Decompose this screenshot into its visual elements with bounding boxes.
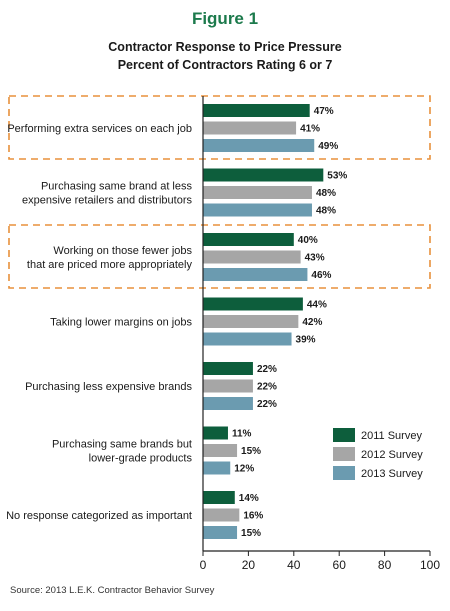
x-tick-label: 60: [333, 558, 347, 572]
chart-title: Contractor Response to Price Pressure: [108, 40, 342, 54]
bar: [203, 362, 253, 375]
bar-value-label: 53%: [327, 171, 347, 182]
bar: [203, 121, 297, 135]
bar: [203, 444, 238, 457]
bar-value-label: 39%: [296, 335, 316, 346]
bar-value-label: 22%: [257, 399, 277, 410]
chart-subtitle: Percent of Contractors Rating 6 or 7: [117, 58, 333, 72]
bar-value-label: 15%: [241, 446, 261, 457]
x-tick-label: 100: [420, 558, 440, 572]
bar: [203, 526, 238, 539]
bar: [203, 104, 310, 117]
category-label: Performing extra services on each job: [7, 123, 192, 135]
bar: [203, 297, 303, 311]
category-label: that are priced more appropriately: [27, 259, 193, 271]
bar-value-label: 22%: [257, 364, 277, 375]
category-label: No response categorized as important: [6, 510, 192, 522]
bar: [203, 250, 301, 264]
category-label: Taking lower margins on jobs: [50, 317, 192, 329]
highlight-box: [8, 224, 431, 289]
category-label: expensive retailers and distributors: [22, 195, 192, 207]
bar-value-label: 46%: [311, 270, 331, 281]
bar-value-label: 42%: [302, 317, 322, 328]
bar-value-label: 16%: [243, 511, 263, 522]
bar: [203, 315, 299, 328]
legend-swatch: [333, 466, 355, 480]
bar: [203, 397, 253, 410]
bar-value-label: 48%: [316, 206, 336, 217]
figure-label: Figure 1: [191, 9, 259, 28]
bar-value-label: 22%: [257, 382, 277, 393]
bar-value-label: 48%: [316, 188, 336, 199]
bar: [203, 268, 308, 281]
bar-value-label: 15%: [241, 528, 261, 539]
legend-swatch: [333, 447, 355, 461]
bar: [203, 426, 228, 440]
legend-label: 2012 Survey: [361, 449, 423, 461]
bar-value-label: 12%: [234, 464, 254, 475]
bar-value-label: 11%: [232, 429, 252, 440]
bar: [203, 168, 324, 182]
bar-value-label: 40%: [298, 235, 318, 246]
category-label: Purchasing less expensive brands: [25, 381, 192, 393]
bar: [203, 491, 235, 504]
x-tick-label: 0: [200, 558, 207, 572]
bar-value-label: 47%: [314, 106, 334, 117]
category-label: Purchasing same brand at less: [41, 181, 193, 193]
bar: [203, 186, 312, 199]
bar: [203, 379, 253, 393]
bar-value-label: 49%: [318, 141, 338, 152]
bar: [203, 508, 240, 522]
bar: [203, 332, 292, 346]
x-tick-label: 40: [287, 558, 301, 572]
bar-value-label: 44%: [307, 300, 327, 311]
legend-label: 2011 Survey: [361, 430, 422, 442]
legend-label: 2013 Survey: [361, 468, 423, 480]
source-note: Source: 2013 L.E.K. Contractor Behavior …: [10, 585, 215, 596]
x-tick-label: 20: [242, 558, 256, 572]
category-label: Purchasing same brands but: [52, 439, 192, 451]
bar-value-label: 43%: [305, 253, 325, 264]
bar-value-label: 14%: [239, 493, 259, 504]
bar: [203, 233, 294, 246]
highlight-box: [8, 95, 431, 160]
category-label: Working on those fewer jobs: [53, 245, 192, 257]
category-label: lower-grade products: [89, 453, 193, 465]
legend-swatch: [333, 428, 355, 442]
bar: [203, 139, 315, 152]
x-tick-label: 80: [378, 558, 392, 572]
bar: [203, 461, 231, 475]
bar-value-label: 41%: [300, 124, 320, 135]
bar: [203, 203, 312, 217]
